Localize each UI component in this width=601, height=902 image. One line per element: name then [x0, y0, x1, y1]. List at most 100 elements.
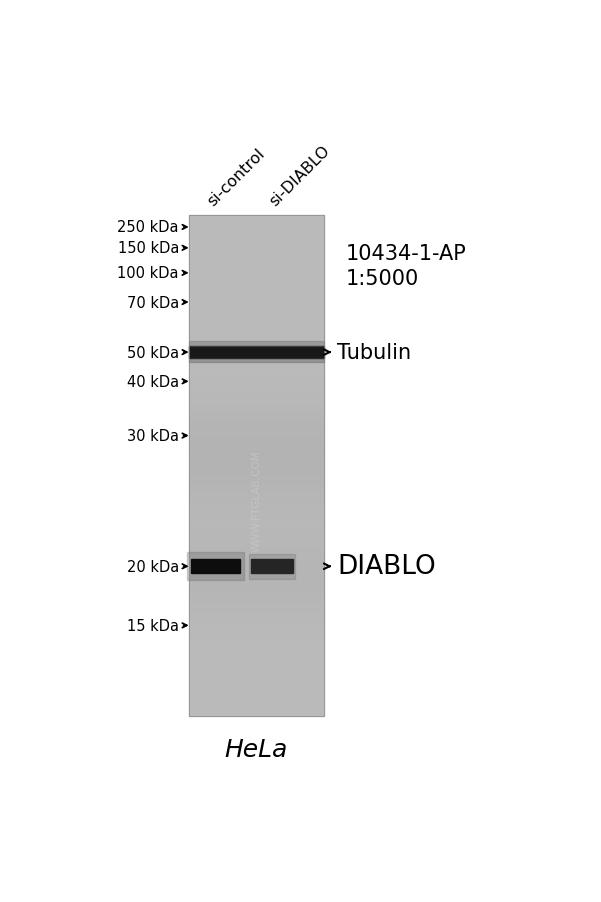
Bar	[189, 483, 325, 486]
Bar	[189, 361, 325, 364]
Bar	[251, 559, 293, 574]
Bar	[189, 351, 325, 354]
Bar	[187, 553, 244, 581]
Bar	[189, 441, 325, 444]
Bar	[189, 636, 325, 639]
Bar	[189, 623, 325, 626]
Bar	[189, 464, 325, 466]
Bar	[189, 241, 325, 244]
Bar	[189, 428, 325, 431]
Bar	[189, 516, 325, 519]
Text: 30 kDa: 30 kDa	[127, 428, 179, 444]
Bar	[189, 526, 325, 529]
Bar	[189, 488, 325, 491]
Bar	[189, 529, 325, 531]
Bar	[189, 396, 325, 399]
Bar	[189, 706, 325, 708]
Bar	[189, 409, 325, 411]
Bar	[189, 299, 325, 301]
Text: 100 kDa: 100 kDa	[117, 266, 179, 281]
Bar	[189, 558, 325, 561]
Bar	[189, 273, 325, 276]
Bar	[189, 513, 325, 516]
Text: 10434-1-AP: 10434-1-AP	[345, 244, 466, 264]
Bar	[189, 341, 325, 344]
Bar	[189, 501, 325, 503]
Bar	[189, 379, 325, 381]
Text: WWW.PTGLAB.COM: WWW.PTGLAB.COM	[252, 450, 262, 551]
Bar	[189, 261, 325, 263]
Bar	[189, 461, 325, 464]
Bar	[189, 678, 325, 681]
Bar	[189, 293, 325, 296]
Bar	[189, 564, 325, 566]
Bar	[189, 591, 325, 594]
Bar	[189, 436, 325, 438]
Bar	[189, 686, 325, 688]
Bar	[189, 519, 325, 521]
Bar	[189, 289, 325, 291]
Bar	[189, 476, 325, 478]
Bar	[189, 543, 325, 546]
Bar	[189, 584, 325, 586]
Bar	[189, 371, 325, 373]
Bar	[189, 338, 325, 341]
Bar	[189, 301, 325, 303]
Text: 20 kDa: 20 kDa	[127, 559, 179, 575]
Bar	[189, 228, 325, 231]
Bar	[189, 616, 325, 619]
Bar	[189, 701, 325, 704]
Bar	[189, 344, 325, 345]
Bar	[189, 244, 325, 246]
Bar	[189, 313, 325, 316]
Bar	[189, 271, 325, 273]
Bar	[189, 493, 325, 496]
Bar	[189, 596, 325, 598]
Bar	[189, 684, 325, 686]
Bar	[189, 406, 325, 409]
Bar	[189, 373, 325, 376]
Bar	[189, 621, 325, 623]
Bar	[189, 400, 325, 403]
Bar	[189, 438, 325, 441]
Bar	[189, 331, 325, 334]
Bar	[189, 711, 325, 713]
Bar	[189, 496, 325, 499]
Bar	[189, 521, 325, 523]
Bar	[189, 364, 325, 366]
Bar	[189, 639, 325, 641]
Bar	[189, 676, 325, 678]
Bar	[189, 383, 325, 386]
Bar	[189, 523, 325, 526]
Bar	[189, 308, 325, 311]
Bar	[189, 531, 325, 533]
Text: 15 kDa: 15 kDa	[127, 618, 179, 633]
Bar	[189, 263, 325, 266]
Bar	[189, 588, 325, 591]
Bar	[189, 674, 325, 676]
Bar	[189, 311, 325, 313]
Bar	[189, 423, 325, 426]
Text: si-DIABLO: si-DIABLO	[267, 143, 333, 209]
Bar	[189, 503, 325, 506]
Bar	[189, 318, 325, 321]
Bar	[189, 366, 325, 368]
Bar	[189, 536, 325, 538]
Bar	[189, 368, 325, 371]
Text: 70 kDa: 70 kDa	[127, 295, 179, 310]
Bar	[189, 626, 325, 629]
Bar	[189, 671, 325, 674]
Bar	[189, 456, 325, 458]
Bar	[189, 303, 325, 306]
Bar	[189, 486, 325, 488]
Bar	[189, 556, 325, 558]
Bar	[189, 681, 325, 684]
Bar	[189, 269, 325, 271]
Bar	[189, 631, 325, 633]
Bar	[189, 704, 325, 706]
Bar	[189, 541, 325, 543]
Bar	[189, 633, 325, 636]
Bar	[189, 256, 325, 258]
Bar	[189, 359, 325, 363]
Bar	[191, 559, 240, 574]
